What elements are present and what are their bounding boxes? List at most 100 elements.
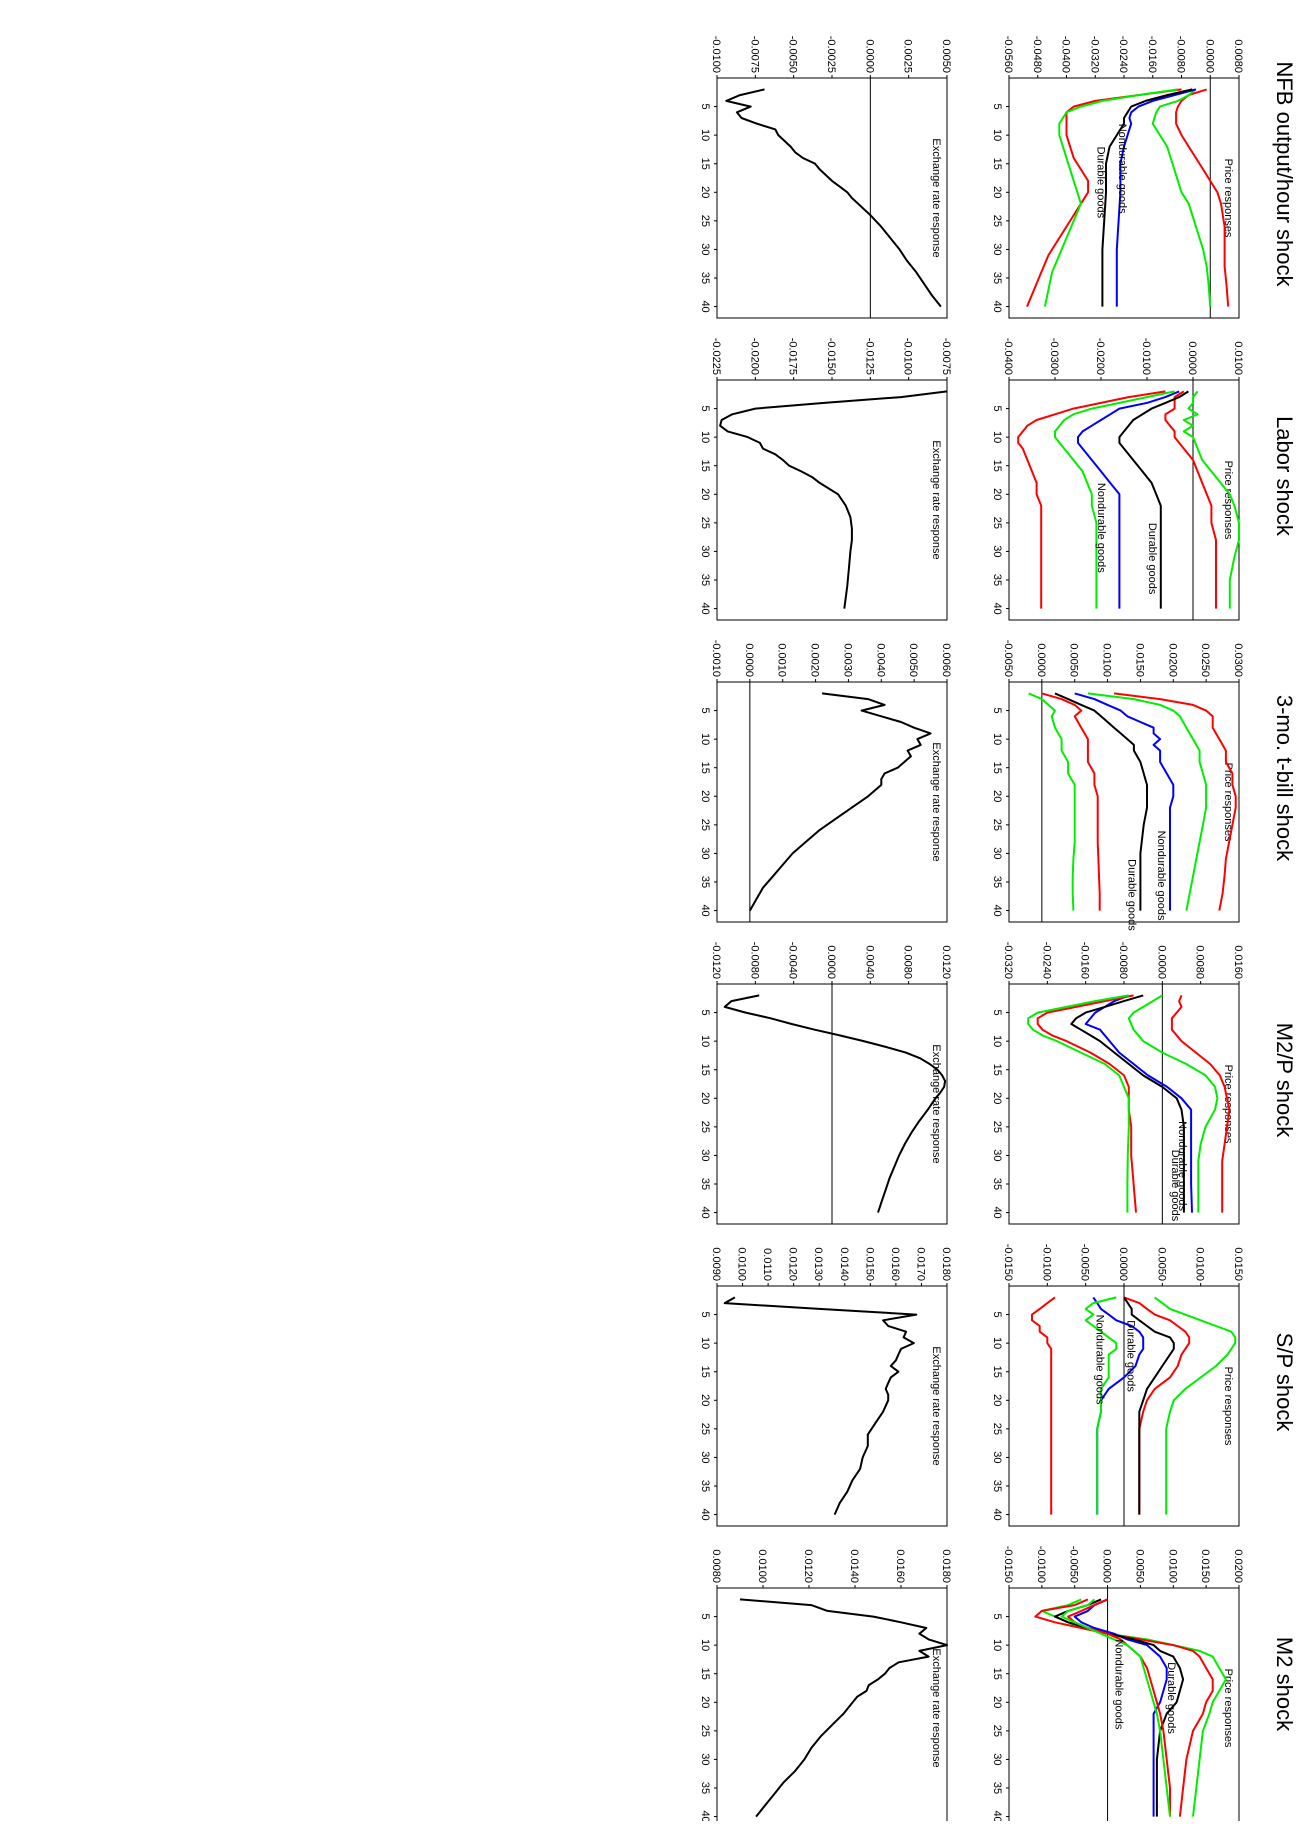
x-tick-label: 40 (991, 904, 1003, 916)
y-tick-label: 0.0030 (841, 643, 853, 677)
x-tick-label: 20 (699, 1092, 711, 1104)
y-tick-label: 0.0010 (776, 643, 788, 677)
y-tick-label: -0.0080 (1175, 36, 1187, 73)
x-tick-label: 20 (699, 488, 711, 500)
panel-title: Price responses (1222, 159, 1234, 238)
x-tick-label: 25 (699, 1725, 711, 1737)
y-tick-label: -0.0080 (1117, 942, 1129, 979)
y-tick-label: 0.0300 (1232, 643, 1244, 677)
x-tick-label: 25 (991, 517, 1003, 529)
series-line-4 (1101, 88, 1193, 307)
y-tick-label: 0.0000 (1117, 1247, 1129, 1281)
x-tick-label: 15 (699, 1668, 711, 1680)
series-line-1 (723, 994, 947, 1213)
y-tick-label: -0.0040 (787, 942, 799, 979)
x-tick-label: 5 (991, 708, 1003, 714)
y-tick-label: -0.0050 (1079, 1244, 1091, 1281)
x-tick-label: 10 (991, 1639, 1003, 1651)
series-annotation: Durable goods (1169, 1150, 1181, 1222)
x-tick-label: 20 (991, 790, 1003, 802)
series-line-4 (1054, 1598, 1185, 1817)
y-tick-label: -0.0150 (825, 338, 837, 375)
x-tick-label: 10 (991, 129, 1003, 141)
x-tick-label: 35 (699, 1782, 711, 1794)
y-tick-label: -0.0200 (1094, 338, 1106, 375)
y-tick-label: -0.0160 (1146, 36, 1158, 73)
panel-2-price: -0.0400 -0.0300 -0.0200 -0.0100 0.0000 0.0100… (991, 338, 1244, 621)
y-tick-label: 0.0050 (1133, 1549, 1145, 1583)
series-annotation: Durable goods (1165, 1662, 1177, 1734)
y-tick-label: 0.0000 (863, 39, 875, 73)
y-tick-label: 0.0100 (1101, 643, 1113, 677)
x-tick-label: 20 (991, 488, 1003, 500)
x-tick-label: 35 (991, 1782, 1003, 1794)
x-tick-label: 25 (991, 1121, 1003, 1133)
y-tick-label: 0.0090 (710, 1247, 722, 1281)
x-tick-label: 5 (991, 406, 1003, 412)
y-tick-label: 0.0170 (914, 1247, 926, 1281)
x-tick-label: 30 (699, 545, 711, 557)
x-tick-label: 5 (991, 1614, 1003, 1620)
x-tick-label: 5 (991, 1312, 1003, 1318)
series-line-4 (1123, 1296, 1175, 1515)
x-tick-label: 20 (699, 1696, 711, 1708)
y-tick-label: 0.0120 (940, 945, 952, 979)
x-tick-label: 30 (991, 243, 1003, 255)
x-tick-label: 10 (991, 1035, 1003, 1047)
x-tick-label: 35 (699, 574, 711, 586)
series-annotation: Nondurable goods (1176, 1121, 1188, 1211)
series-line-2 (1127, 994, 1219, 1213)
y-tick-label: -0.0560 (1002, 36, 1014, 73)
x-tick-label: 40 (699, 904, 711, 916)
series-line-3 (1084, 994, 1193, 1213)
x-tick-label: 40 (991, 1810, 1003, 1821)
y-tick-label: -0.0300 (1048, 338, 1060, 375)
x-tick-label: 15 (699, 158, 711, 170)
y-tick-label: -0.0400 (1002, 338, 1014, 375)
plot-frame (1008, 681, 1240, 923)
x-tick-label: 10 (991, 431, 1003, 443)
panel-5-exchange: 0.0090 0.0100 0.0110 0.0120 0.0130 0.0140 0.01… (699, 1247, 952, 1527)
x-tick-label: 25 (991, 819, 1003, 831)
y-tick-label: 0.0130 (812, 1247, 824, 1281)
y-tick-label: -0.0050 (787, 36, 799, 73)
y-tick-label: 0.0000 (1203, 39, 1215, 73)
plot-frame (716, 379, 948, 621)
x-tick-label: 35 (699, 1178, 711, 1190)
x-tick-label: 25 (991, 1423, 1003, 1435)
x-tick-label: 30 (991, 1451, 1003, 1463)
x-tick-label: 20 (991, 1092, 1003, 1104)
x-tick-label: 10 (991, 733, 1003, 745)
y-tick-label: 0.0050 (907, 643, 919, 677)
y-tick-label: 0.0050 (1068, 643, 1080, 677)
y-tick-label: -0.0175 (787, 338, 799, 375)
series-line-6 (1028, 692, 1076, 911)
x-tick-label: 25 (699, 819, 711, 831)
y-tick-label: 0.0050 (940, 39, 952, 73)
series-line-6 (1031, 1296, 1056, 1515)
panel-2-exchange: -0.0225 -0.0200 -0.0175 -0.0150 -0.0125 -0.01… (699, 338, 952, 621)
x-tick-label: 15 (991, 1668, 1003, 1680)
x-tick-label: 40 (699, 1206, 711, 1218)
x-tick-label: 20 (699, 1394, 711, 1406)
x-tick-label: 35 (991, 574, 1003, 586)
y-tick-label: -0.0100 (710, 36, 722, 73)
x-tick-label: 15 (699, 460, 711, 472)
x-tick-label: 40 (991, 1206, 1003, 1218)
series-line-2 (1151, 88, 1212, 307)
y-tick-label: 0.0180 (940, 1247, 952, 1281)
x-tick-label: 25 (699, 517, 711, 529)
y-tick-label: 0.0150 (1199, 1549, 1211, 1583)
x-tick-label: 15 (991, 460, 1003, 472)
x-tick-label: 15 (699, 1366, 711, 1378)
panel-title: Exchange rate response (930, 138, 942, 257)
x-tick-label: 5 (699, 1312, 711, 1318)
x-tick-label: 15 (991, 1064, 1003, 1076)
series-line-4 (1070, 994, 1185, 1213)
y-tick-label: 0.0200 (1232, 1549, 1244, 1583)
panel-1-price: -0.0560 -0.0480 -0.0400 -0.0320 -0.0240 -0.01… (991, 36, 1244, 319)
y-tick-label: 0.0140 (848, 1549, 860, 1583)
x-tick-label: 10 (699, 1035, 711, 1047)
y-tick-label: 0.0080 (1232, 39, 1244, 73)
